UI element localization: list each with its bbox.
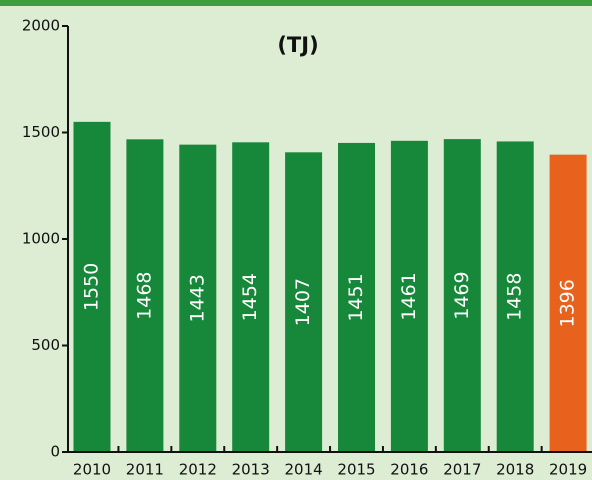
bar (73, 121, 111, 452)
bar (338, 142, 375, 452)
bar (126, 139, 164, 453)
bar (443, 139, 481, 452)
y-tick-label: 500 (31, 336, 60, 354)
x-tick-label: 2019 (549, 461, 587, 479)
y-tick-label: 1000 (22, 230, 60, 248)
x-tick-label: 2015 (337, 461, 375, 479)
y-tick-label: 2000 (22, 17, 60, 35)
value-label: 1443 (186, 274, 208, 322)
bar (496, 141, 534, 453)
x-tick-label: 2012 (179, 461, 217, 479)
value-label: 1468 (133, 271, 155, 319)
value-label: 1407 (292, 278, 314, 326)
bar (549, 154, 587, 453)
value-label: 1461 (398, 272, 420, 320)
top-strip (0, 0, 592, 6)
x-tick-label: 2013 (232, 461, 270, 479)
chart-title: (TJ) (277, 33, 318, 57)
bar (390, 140, 428, 452)
bar (179, 144, 217, 453)
x-tick-label: 2016 (390, 461, 428, 479)
bar (285, 152, 323, 452)
x-tick-label: 2017 (443, 461, 481, 479)
value-label: 1396 (557, 279, 579, 327)
y-tick-label: 1500 (22, 123, 60, 141)
x-tick-label: 2014 (285, 461, 323, 479)
value-label: 1469 (451, 271, 473, 319)
value-label: 1458 (504, 273, 526, 321)
y-tick-label: 0 (50, 443, 60, 461)
value-label: 1451 (345, 273, 367, 321)
x-tick-label: 2011 (126, 461, 164, 479)
x-tick-label: 2018 (496, 461, 534, 479)
bar (232, 142, 270, 452)
value-label: 1454 (239, 273, 261, 321)
x-tick-label: 2010 (73, 461, 111, 479)
value-label: 1550 (81, 263, 103, 311)
